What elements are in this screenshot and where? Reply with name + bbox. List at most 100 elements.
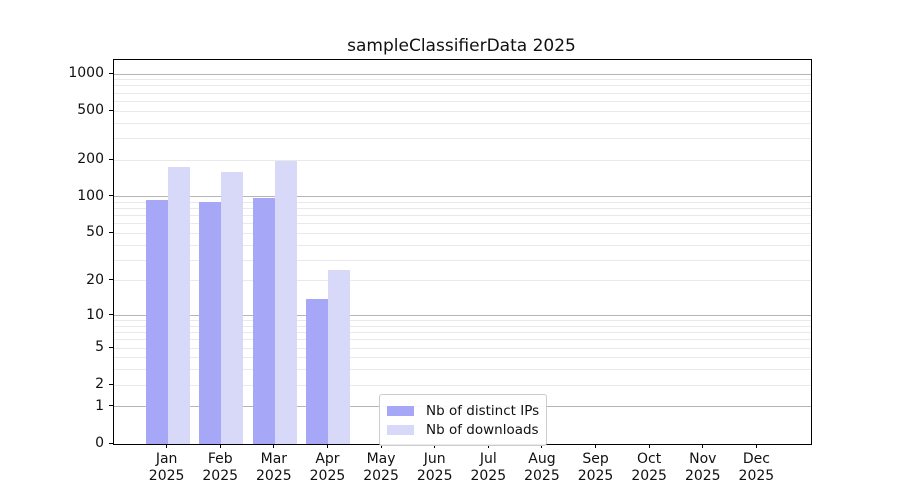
y-tick-mark xyxy=(109,231,113,233)
gridline-minor xyxy=(114,369,811,371)
legend-label-distinct-ips: Nb of distinct IPs xyxy=(426,402,540,419)
y-tick-label: 0 xyxy=(95,435,104,451)
x-tick-month: Feb xyxy=(207,451,233,467)
gridline-minor xyxy=(114,347,811,349)
x-tick-month: Apr xyxy=(315,451,340,467)
x-tick-label-feb: Feb 2025 xyxy=(185,451,255,485)
gridline-minor xyxy=(114,244,811,246)
x-tick-year: 2025 xyxy=(470,468,507,484)
x-tick-month: Sep xyxy=(582,451,609,467)
bar-distinct-ips-mar xyxy=(252,198,275,444)
chart-title: sampleClassifierData 2025 xyxy=(347,36,576,56)
legend-swatch-downloads xyxy=(387,424,414,435)
y-tick-label: 10 xyxy=(86,306,104,323)
gridline-minor xyxy=(114,92,811,94)
gridline-major xyxy=(114,73,811,75)
x-tick-month: Aug xyxy=(528,451,556,467)
x-tick-mark xyxy=(380,444,382,448)
legend-row-distinct-ips: Nb of distinct IPs xyxy=(387,401,540,420)
gridline-minor xyxy=(114,384,811,386)
y-tick-label: 200 xyxy=(77,151,104,167)
x-tick-month: Jan xyxy=(155,451,178,467)
x-tick-label-dec: Dec 2025 xyxy=(721,451,791,485)
y-tick-mark xyxy=(109,442,113,444)
x-tick-mark xyxy=(219,444,221,448)
gridline-major xyxy=(114,315,811,317)
gridline-minor xyxy=(114,215,811,217)
x-tick-label-apr: Apr 2025 xyxy=(292,451,362,485)
gridline-minor xyxy=(114,332,811,334)
x-tick-mark xyxy=(487,444,489,448)
x-tick-mark xyxy=(166,444,168,448)
x-tick-year: 2025 xyxy=(684,468,721,484)
x-tick-label-sep: Sep 2025 xyxy=(561,451,631,485)
y-tick-mark xyxy=(109,279,113,281)
gridline-minor xyxy=(114,79,811,81)
x-tick-year: 2025 xyxy=(738,468,775,484)
gridline-minor xyxy=(114,110,811,112)
y-tick-label: 50 xyxy=(86,224,104,241)
x-tick-month: Jul xyxy=(479,451,497,467)
bar-distinct-ips-feb xyxy=(199,202,222,444)
y-tick-mark xyxy=(109,158,113,160)
gridline-minor xyxy=(114,320,811,322)
x-tick-year: 2025 xyxy=(256,468,292,484)
y-tick-label: 5 xyxy=(95,339,104,356)
x-tick-mark xyxy=(273,444,275,448)
gridline-minor xyxy=(114,232,811,234)
x-tick-mark xyxy=(702,444,704,448)
x-tick-year: 2025 xyxy=(524,468,560,484)
x-tick-label-aug: Aug 2025 xyxy=(507,451,577,485)
legend: Nb of distinct IPs Nb of downloads xyxy=(379,394,547,446)
x-tick-label-nov: Nov 2025 xyxy=(668,451,738,485)
x-tick-label-may: May 2025 xyxy=(346,451,416,485)
bar-downloads-feb xyxy=(221,171,244,444)
y-tick-mark xyxy=(109,72,113,74)
plot-area: Nb of distinct IPs Nb of downloads xyxy=(113,59,812,446)
y-tick-label: 20 xyxy=(86,271,104,288)
gridline-minor xyxy=(114,159,811,161)
y-tick-mark xyxy=(109,314,113,316)
gridline-minor xyxy=(114,85,811,87)
gridline-minor xyxy=(114,325,811,327)
x-tick-year: 2025 xyxy=(202,468,239,484)
legend-label-downloads: Nb of downloads xyxy=(426,421,539,438)
y-tick-mark xyxy=(109,109,113,111)
y-tick-label: 2 xyxy=(95,376,104,393)
x-tick-mark xyxy=(648,444,650,448)
gridline-minor xyxy=(114,223,811,225)
bar-distinct-ips-jan xyxy=(145,200,168,444)
x-tick-mark xyxy=(595,444,597,448)
x-tick-year: 2025 xyxy=(309,468,346,484)
y-tick-label: 500 xyxy=(77,102,104,119)
y-tick-mark xyxy=(109,405,113,407)
y-tick-mark xyxy=(109,195,113,197)
x-tick-year: 2025 xyxy=(363,468,399,484)
x-tick-month: Dec xyxy=(742,451,770,467)
bar-distinct-ips-apr xyxy=(306,298,329,444)
x-tick-month: Oct xyxy=(637,451,662,467)
x-tick-mark xyxy=(326,444,328,448)
gridline-minor xyxy=(114,357,811,359)
x-tick-label-jun: Jun 2025 xyxy=(400,451,470,485)
y-tick-label: 100 xyxy=(77,187,104,204)
gridline-minor xyxy=(114,137,811,139)
bar-downloads-jan xyxy=(167,167,190,444)
x-tick-year: 2025 xyxy=(148,468,185,484)
x-tick-year: 2025 xyxy=(631,468,667,484)
gridline-minor xyxy=(114,201,811,203)
x-tick-label-oct: Oct 2025 xyxy=(614,451,684,485)
legend-swatch-distinct-ips xyxy=(387,405,414,416)
gridline-major xyxy=(114,196,811,198)
x-tick-label-jul: Jul 2025 xyxy=(453,451,523,485)
x-tick-year: 2025 xyxy=(577,468,614,484)
x-tick-mark xyxy=(541,444,543,448)
x-tick-year: 2025 xyxy=(416,468,453,484)
y-tick-label: 1 xyxy=(95,397,104,414)
x-tick-mark xyxy=(755,444,757,448)
legend-row-downloads: Nb of downloads xyxy=(387,420,539,439)
x-tick-mark xyxy=(434,444,436,448)
gridline-minor xyxy=(114,208,811,210)
x-tick-month: Nov xyxy=(689,451,717,467)
